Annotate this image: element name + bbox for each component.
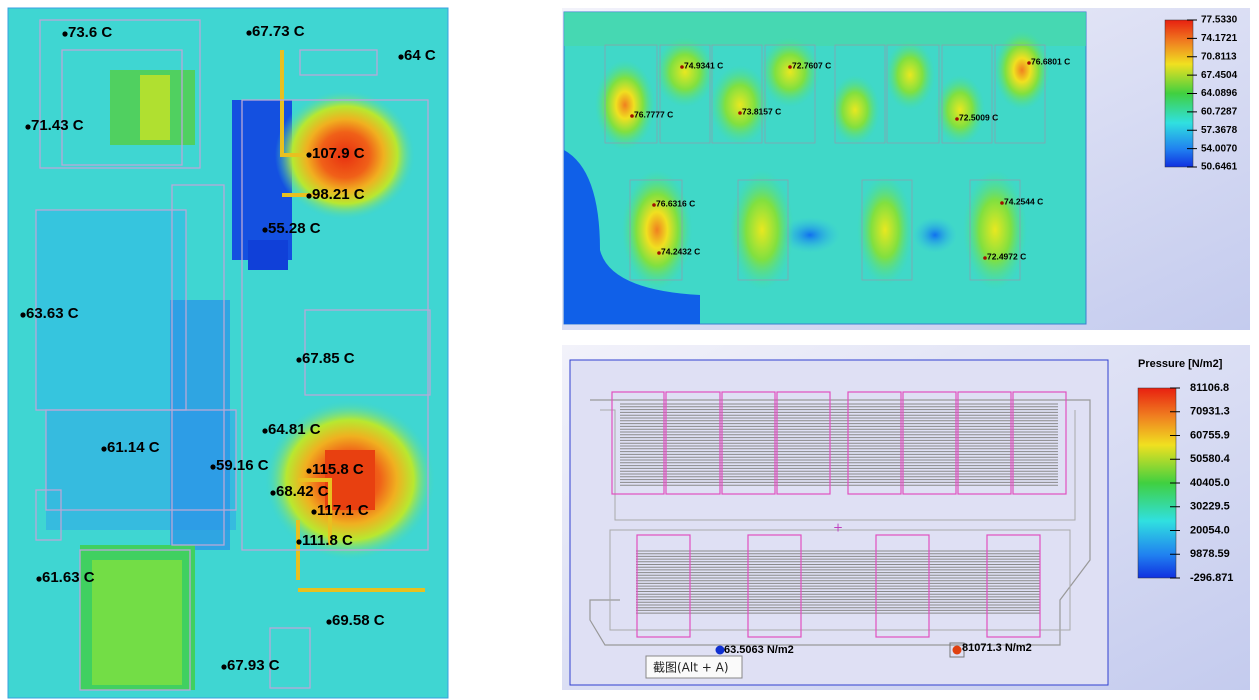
tooltip	[645, 655, 743, 679]
temperature-label: 117.1 C	[317, 502, 369, 519]
probe-dot	[680, 65, 684, 69]
probe-dot	[62, 31, 68, 37]
probe-dot	[306, 152, 312, 158]
temperature-label: 74.2432 C	[661, 246, 700, 256]
probe-dot	[296, 539, 302, 545]
temperature-label: 115.8 C	[312, 461, 364, 478]
legend-label: 77.5330	[1201, 15, 1238, 26]
left-labels: 73.6 C 67.73 C 64 C 71.43 C 107.9 C 98.2…	[20, 23, 436, 674]
temperature-label: 55.28 C	[268, 220, 321, 237]
temperature-label: 67.93 C	[227, 657, 280, 674]
legend-label: 50580.4	[1190, 453, 1231, 465]
probe-dot	[20, 312, 26, 318]
probe-dot	[210, 464, 216, 470]
legend-label: 60.7287	[1201, 107, 1238, 118]
top-right-labels: 74.9341 C 72.7607 C 76.6801 C 76.7777 C …	[630, 56, 1070, 261]
temperature-label: 61.14 C	[107, 439, 160, 456]
legend-label: 57.3678	[1201, 125, 1238, 136]
temperature-label: 72.5009 C	[959, 112, 998, 122]
probe-dot	[25, 124, 31, 130]
temperature-label: 98.21 C	[312, 186, 365, 203]
legend-title: Pressure [N/m2]	[1138, 358, 1223, 370]
legend-label: 54.0070	[1201, 143, 1238, 154]
min-marker	[715, 645, 725, 655]
legend-label: 30229.5	[1190, 501, 1230, 513]
legend-label: 50.6461	[1201, 162, 1238, 173]
legend-label: 60755.9	[1190, 429, 1230, 441]
probe-dot	[630, 114, 634, 118]
legend-label: 20054.0	[1190, 524, 1230, 536]
temperature-label: 63.63 C	[26, 305, 79, 322]
probe-dot	[296, 357, 302, 363]
bottom-right-panel: + Pressure [N/m2] 63.5063 N/m2 81071.3 N…	[562, 345, 1250, 690]
probe-dot	[311, 509, 317, 515]
legend-label: -296.871	[1190, 572, 1233, 584]
probe-dot	[326, 619, 332, 625]
probe-dot	[955, 117, 959, 121]
temperature-label: 64 C	[404, 47, 436, 64]
temperature-label: 59.16 C	[216, 457, 269, 474]
temperature-label: 107.9 C	[312, 145, 365, 162]
probe-dot	[262, 428, 268, 434]
probe-dot	[657, 251, 661, 255]
probe-dot	[36, 576, 42, 582]
temperature-label: 71.43 C	[31, 117, 84, 134]
top-right-panel	[562, 8, 1250, 330]
probe-dot	[738, 111, 742, 115]
temperature-label: 67.85 C	[302, 350, 355, 367]
legend-label: 64.0896	[1201, 88, 1238, 99]
temperature-label: 68.42 C	[276, 483, 329, 500]
tooltip-text: 截图(Alt + A)	[653, 661, 729, 675]
center-marker: +	[833, 521, 843, 535]
probe-dot	[652, 203, 656, 207]
probe-dot	[246, 30, 252, 36]
probe-dot	[788, 65, 792, 69]
max-marker	[952, 645, 962, 655]
probe-dot	[306, 193, 312, 199]
probe-dot	[262, 227, 268, 233]
legend-label: 9878.59	[1190, 548, 1230, 560]
left-panel	[7, 7, 449, 699]
probe-dot	[1000, 201, 1004, 205]
legend-label: 70931.3	[1190, 406, 1230, 418]
temperature-label: 72.4972 C	[987, 251, 1026, 261]
pressure-label: 81071.3 N/m2	[962, 642, 1032, 654]
temperature-label: 69.58 C	[332, 612, 385, 629]
temperature-label: 74.9341 C	[684, 60, 723, 70]
temperature-label: 61.63 C	[42, 569, 95, 586]
temperature-label: 111.8 C	[302, 532, 353, 549]
temperature-label: 67.73 C	[252, 23, 305, 40]
temperature-label: 72.7607 C	[792, 60, 831, 70]
legend-label: 40405.0	[1190, 477, 1230, 489]
temperature-label: 64.81 C	[268, 421, 321, 438]
temperature-label: 73.6 C	[68, 24, 112, 41]
probe-dot	[983, 256, 987, 260]
temperature-label: 76.6316 C	[656, 198, 695, 208]
temperature-label: 76.6801 C	[1031, 56, 1070, 66]
probe-dot	[101, 446, 107, 452]
temperature-label: 74.2544 C	[1004, 196, 1043, 206]
probe-dot	[270, 490, 276, 496]
temperature-label: 73.8157 C	[742, 106, 781, 116]
temperature-label: 76.7777 C	[634, 109, 673, 119]
legend-label: 81106.8	[1190, 382, 1229, 394]
probe-dot	[398, 54, 404, 60]
probe-dot	[306, 468, 312, 474]
legend-label: 70.8113	[1201, 51, 1237, 62]
legend-label: 67.4504	[1201, 70, 1238, 81]
probe-dot	[221, 664, 227, 670]
probe-dot	[1027, 61, 1031, 65]
pressure-label: 63.5063 N/m2	[724, 644, 794, 656]
legend-label: 74.1721	[1201, 33, 1238, 44]
